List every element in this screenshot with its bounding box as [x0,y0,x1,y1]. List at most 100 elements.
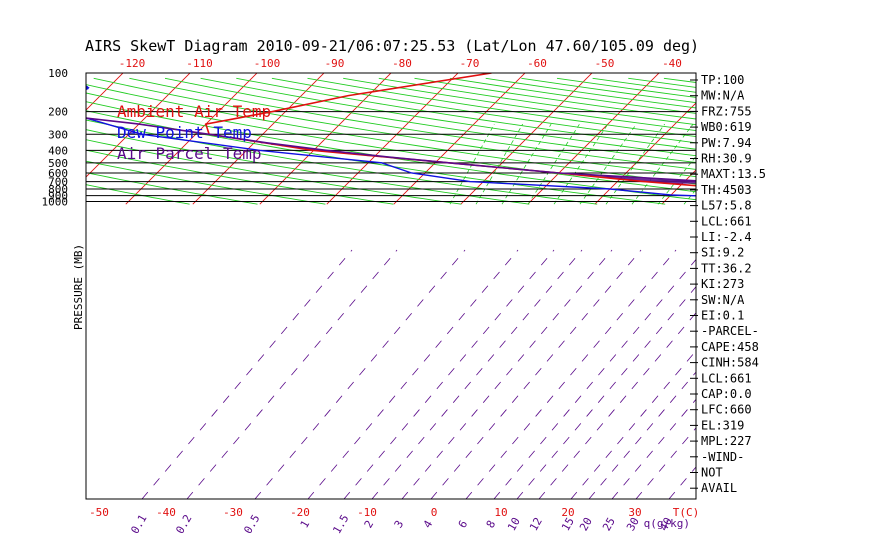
dry-adiabat [200,77,696,157]
mixing-ratio-tick: 3 [392,518,407,530]
moist-adiabat [631,123,694,205]
legend-entry: Dew Point Temp [117,123,252,142]
index-label: LCL:661 [701,371,752,385]
mixing-ratio-unit-label: q(g/kg) [644,517,690,530]
mixing-ratio-tick: 12 [527,515,545,533]
index-label: MW:N/A [701,89,745,103]
top-temp-tick: -60 [527,57,547,70]
mixing-ratio-tick: 10 [505,515,523,533]
mixing-ratio-line [307,249,519,499]
moist-adiabat [501,123,552,205]
index-label: EL:319 [701,418,744,432]
dry-adiabat [343,77,696,132]
series-line-air-parcel-temp [86,117,696,182]
index-label: LCL:661 [701,214,752,228]
index-label: TT:36.2 [701,261,752,275]
legend-entry: Air Parcel Temp [117,144,262,163]
dry-adiabat [86,84,696,185]
moist-adiabat [605,123,666,205]
pressure-tick: 600 [48,167,68,180]
mixing-ratio-tick: 15 [559,515,577,533]
index-label: PW:7.94 [701,136,752,150]
index-label: RH:30.9 [701,152,752,166]
chart-title: AIRS SkewT Diagram 2010-09-21/06:07:25.5… [85,37,699,55]
dry-adiabat [735,78,870,204]
index-label: TP:100 [701,73,744,87]
mixing-ratio-tick: 20 [577,515,595,533]
mixing-ratio-line [343,249,555,499]
mixing-ratio-line [635,427,696,499]
mixing-ratio-line [493,258,696,499]
pressure-tick: 900 [48,190,68,203]
mixing-ratio-line [516,286,696,499]
top-temp-tick: -70 [460,57,480,70]
index-label: SI:9.2 [701,246,744,260]
mixing-ratio-line [611,398,696,499]
mixing-ratio-line [668,466,696,499]
index-label: MPL:227 [701,434,752,448]
pressure-tick: 400 [48,144,68,157]
isotherm-line [863,70,870,204]
mixing-ratio-tick: 8 [484,518,499,530]
bottom-temp-tick: 20 [561,506,574,519]
index-label: WB0:619 [701,120,752,134]
temp-unit-label: T(C) [673,506,700,519]
pressure-tick: 500 [48,157,68,170]
mixing-ratio-tick: 40 [657,515,675,533]
dry-adiabat [164,77,696,163]
bottom-temp-tick: -50 [89,506,109,519]
mixing-ratio-line [588,371,696,499]
mixing-ratio-line [570,350,696,499]
pressure-tick: 700 [48,176,68,189]
pressure-tick: 300 [48,128,68,141]
moist-adiabat [579,123,637,205]
bottom-temp-tick: 0 [431,506,438,519]
mixing-ratio-line [538,312,696,499]
isotherm-line [326,73,459,205]
mixing-ratio-tick: 0.2 [173,512,194,536]
y-axis-label: PRESSURE (MB) [72,244,85,330]
mixing-ratio-tick: 4 [421,518,436,531]
legend-entry: Ambient Air Temp [117,102,271,121]
isotherm-line [796,70,870,204]
mixing-ratio-line [186,249,398,499]
mixing-ratio-line [401,249,613,499]
index-label: LFC:660 [701,403,752,417]
moist-adiabat [657,155,696,205]
bottom-temp-tick: -10 [357,506,377,519]
moist-adiabat [475,123,524,205]
dry-adiabat [86,110,666,205]
sounding-series [86,73,696,197]
index-label: AVAIL [701,481,737,495]
index-label: SW:N/A [701,293,745,307]
index-label: MAXT:13.5 [701,167,766,181]
dry-adiabat [129,77,696,170]
top-temp-tick: -90 [325,57,345,70]
bottom-temp-tick: 30 [628,506,641,519]
plot-frame [85,72,697,500]
dry-adiabat [271,77,696,144]
isotherm-line [86,73,124,111]
dry-adiabat [93,77,696,178]
mixing-ratio-line [371,249,583,499]
index-label: CINH:584 [701,356,759,370]
top-temp-tick: -110 [186,57,213,70]
index-label: KI:273 [701,277,744,291]
mixing-ratio-tick: 1.5 [330,512,351,536]
pressure-tick: 1000 [42,196,69,209]
index-label: CAP:0.0 [701,387,752,401]
pressure-tick: 100 [48,67,68,80]
index-label: -PARCEL- [701,324,759,338]
mixing-ratio-tick: 0.5 [241,512,262,536]
mixing-ratio-line [430,249,642,499]
mixing-ratio-tick: 2 [362,518,377,530]
index-label: L57:5.8 [701,199,752,213]
moist-adiabat [449,123,495,205]
mixing-ratio-line [254,249,466,499]
dry-adiabat [236,77,696,150]
cape-hatching [229,137,696,184]
index-label: FRZ:755 [701,104,752,118]
pressure-tick: 800 [48,183,68,196]
top-temp-tick: -80 [392,57,412,70]
